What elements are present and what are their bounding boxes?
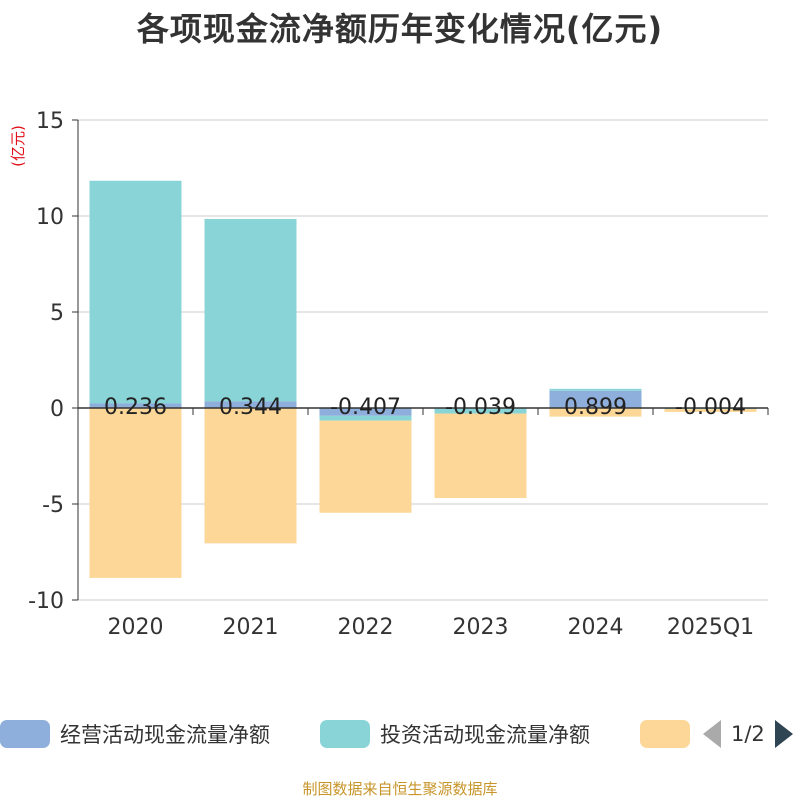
bar-segment-investing [549, 388, 642, 391]
y-tick-label: -10 [28, 589, 64, 614]
y-tick-label: 0 [50, 397, 64, 422]
data-label: 0.899 [564, 395, 627, 420]
bar-segment-financing [664, 409, 757, 412]
chart-title: 各项现金流净额历年变化情况(亿元) [136, 10, 664, 48]
bar-segment-financing [204, 408, 297, 544]
x-tick-label: 2024 [568, 615, 624, 640]
bar-segment-investing [319, 415, 412, 421]
x-tick-label: 2021 [223, 615, 279, 640]
legend-swatch-operating [0, 720, 50, 748]
data-label: -0.407 [330, 395, 401, 420]
x-tick-label: 2022 [338, 615, 394, 640]
bar-segment-investing [434, 408, 527, 414]
legend-swatch-investing [320, 720, 370, 748]
bar-segment-investing [204, 218, 297, 402]
bar-segment-operating [204, 401, 297, 408]
legend-item-financing[interactable] [640, 714, 690, 754]
bar-segment-investing [89, 180, 182, 404]
x-tick-label: 2020 [108, 615, 164, 640]
x-tick-label: 2023 [453, 615, 509, 640]
legend-swatch-financing [640, 720, 690, 748]
y-tick-label: 5 [50, 301, 64, 326]
legend-page-indicator: 1/2 [731, 722, 765, 746]
bar-segment-financing [89, 408, 182, 578]
bar-segment-financing [434, 413, 527, 499]
bar-segment-operating [549, 390, 642, 408]
bar-segment-operating [89, 403, 182, 408]
legend-next-icon[interactable] [774, 720, 793, 748]
data-label: 0.236 [104, 395, 167, 420]
bar-segment-financing [549, 408, 642, 417]
x-tick-label: 2025Q1 [667, 615, 754, 640]
legend-pager: 1/2 [703, 714, 793, 754]
legend-item-investing[interactable]: 投资活动现金流量净额 [320, 714, 590, 754]
data-source-footer: 制图数据来自恒生聚源数据库 [302, 780, 498, 798]
legend-prev-icon[interactable] [703, 720, 721, 748]
y-tick-label: -5 [42, 493, 64, 518]
data-label: -0.004 [675, 395, 746, 420]
y-tick-label: 10 [36, 205, 64, 230]
bar-segment-financing [319, 420, 412, 513]
data-label: 0.344 [219, 395, 282, 420]
y-axis-label: (亿元) [9, 125, 27, 167]
cash-flow-chart: 15 10 5 0 -5 -10 (亿元) 2020 2021 2022 2023 2024 2025Q… [9, 109, 769, 640]
legend-label-operating: 经营活动现金流量净额 [60, 723, 270, 747]
legend-label-investing: 投资活动现金流量净额 [380, 723, 590, 747]
legend: 经营活动现金流量净额 投资活动现金流量净额 1/2 [0, 714, 800, 754]
legend-item-operating[interactable]: 经营活动现金流量净额 [0, 714, 270, 754]
data-label: -0.039 [445, 395, 516, 420]
bar-segment-operating [319, 408, 412, 416]
y-tick-label: 15 [36, 109, 64, 134]
